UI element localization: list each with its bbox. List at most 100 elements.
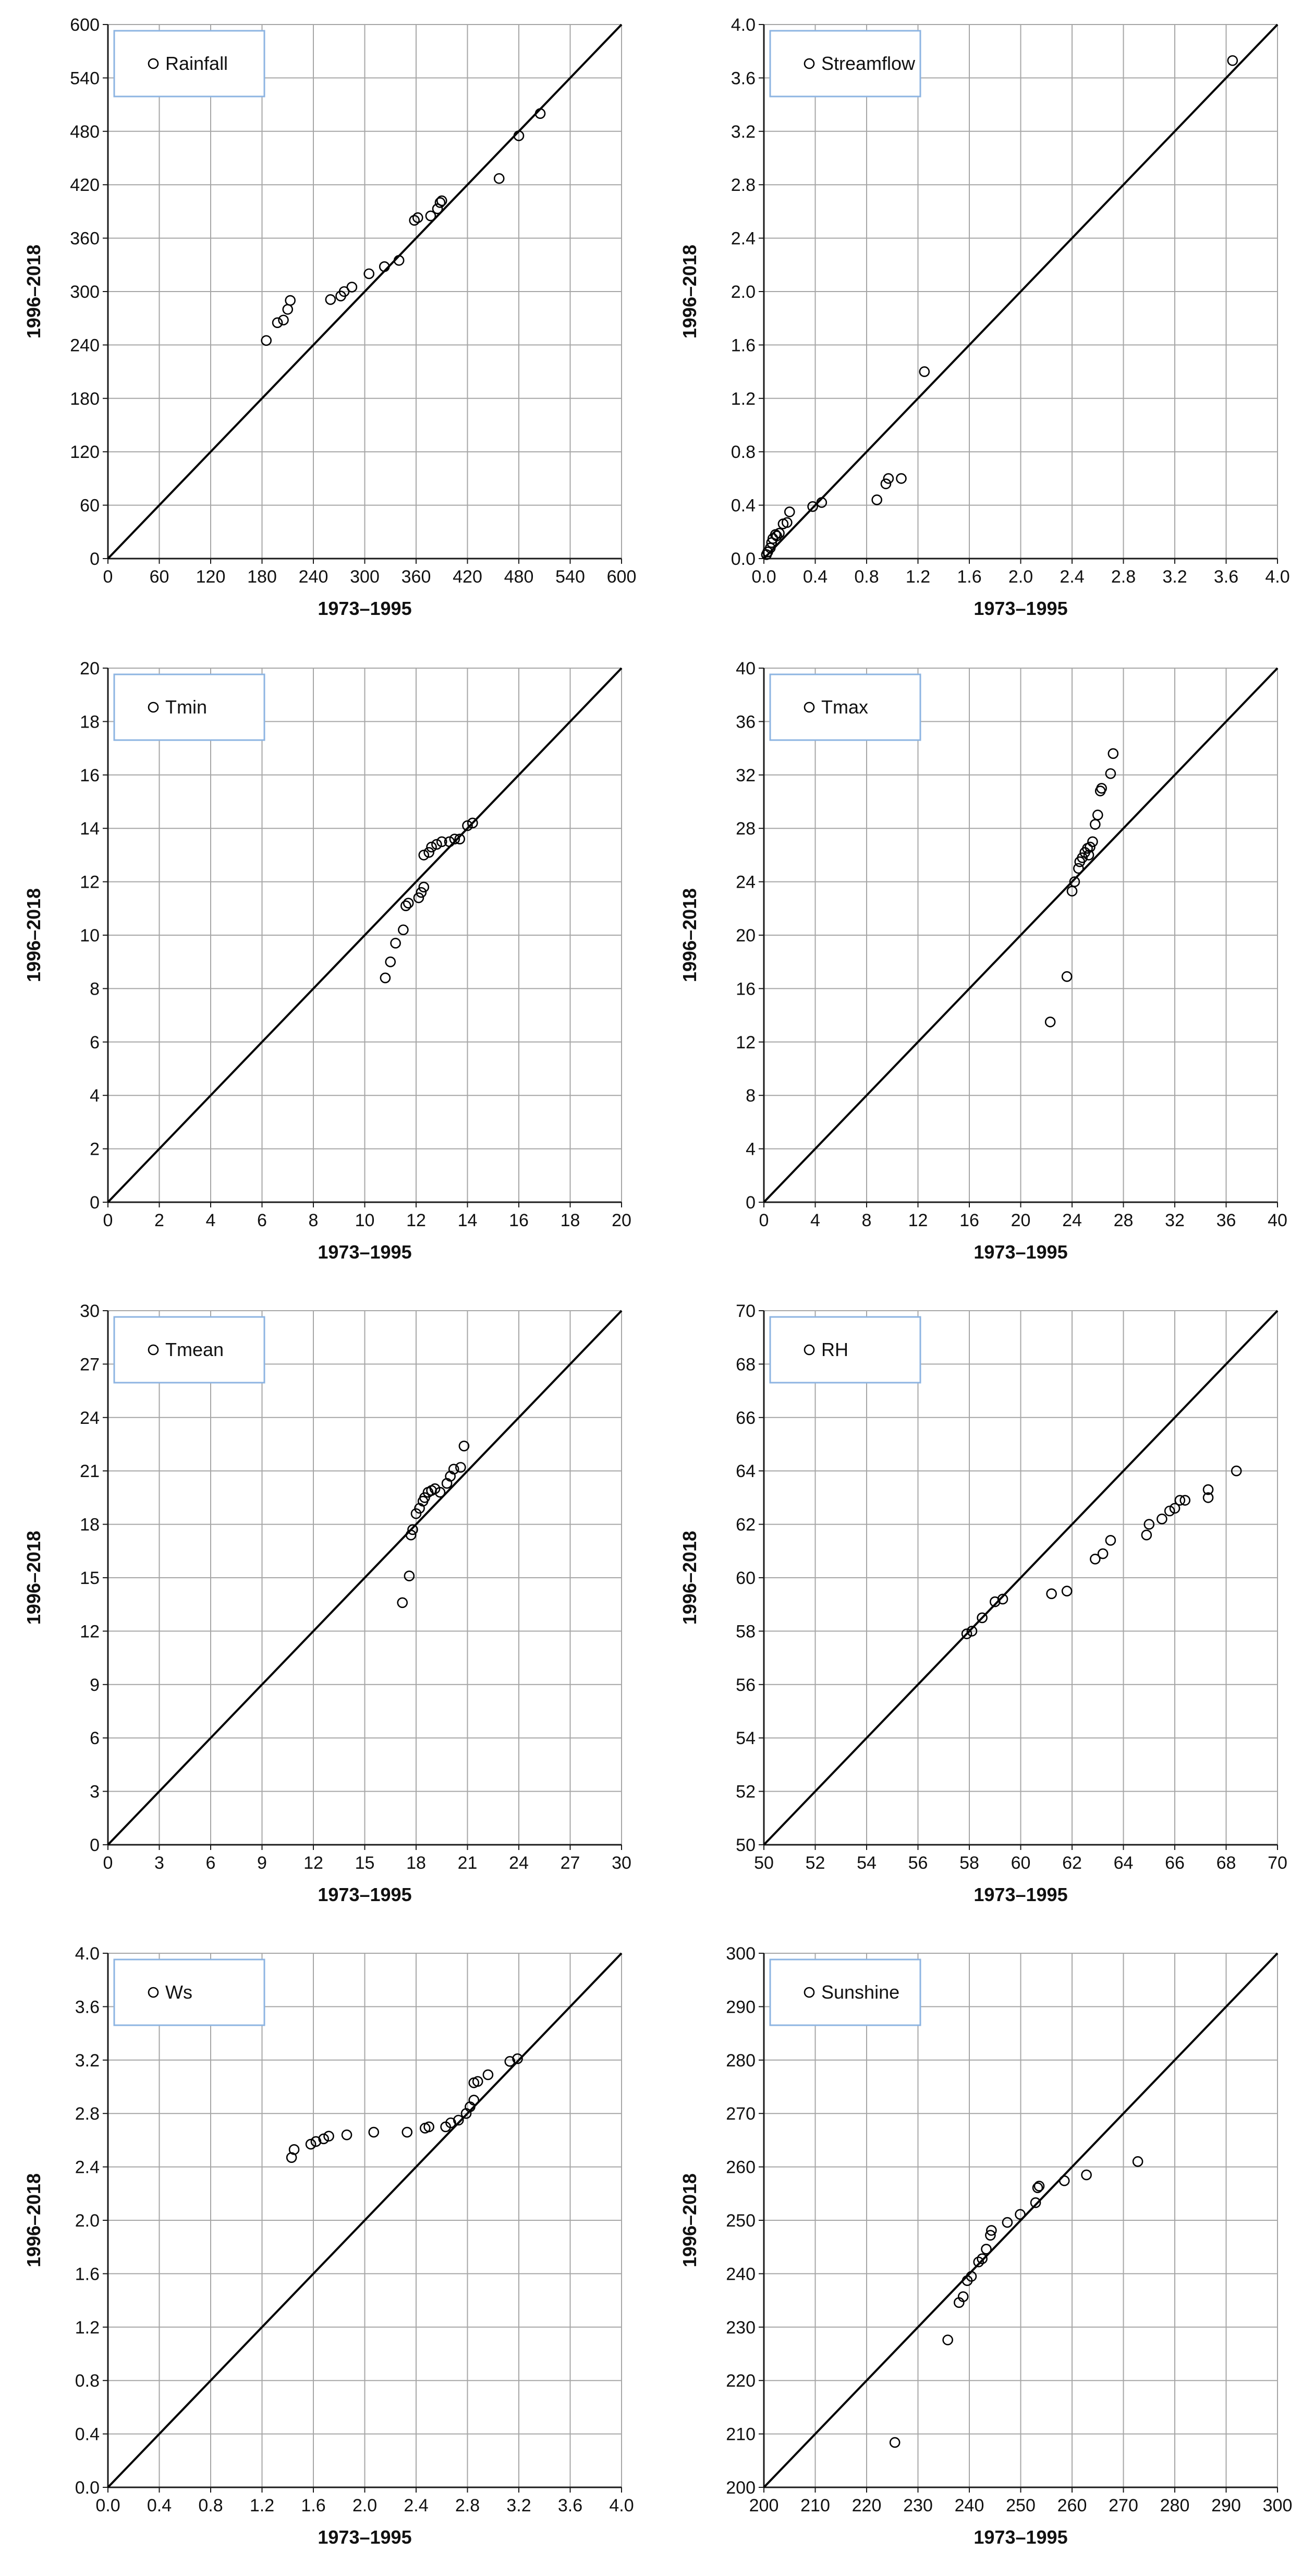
x-tick-label: 6: [257, 1211, 267, 1230]
data-point: [1141, 1529, 1152, 1541]
y-tick-label: 1.6: [731, 335, 756, 355]
data-point: [807, 501, 818, 512]
data-point: [782, 517, 793, 528]
data-point: [448, 1464, 459, 1475]
data-point: [390, 938, 401, 949]
x-tick-label: 12: [303, 1853, 323, 1873]
legend-label: Tmin: [165, 696, 207, 718]
y-tick-label: 0.4: [75, 2425, 100, 2445]
y-tick-label: 3.6: [75, 1997, 100, 2017]
data-point: [385, 956, 396, 967]
data-point: [1164, 1505, 1175, 1517]
data-point: [977, 1612, 988, 1624]
x-axis-title: 1973–1995: [318, 1241, 411, 1263]
x-axis-title: 1973–1995: [974, 1884, 1067, 1905]
data-point: [1061, 971, 1073, 982]
y-tick-label: 8: [90, 979, 100, 999]
data-point: [341, 2129, 352, 2140]
data-point: [409, 215, 420, 226]
y-tick-label: 14: [80, 819, 100, 839]
x-axis-title: 1973–1995: [318, 2526, 411, 2548]
y-tick-label: 4: [746, 1140, 756, 1159]
x-tick-label: 1.2: [250, 2496, 274, 2515]
y-tick-label: 240: [70, 335, 100, 355]
data-point: [346, 282, 358, 293]
y-tick-label: 2.0: [731, 282, 756, 302]
x-tick-label: 10: [355, 1211, 375, 1230]
y-tick-label: 70: [736, 1301, 756, 1321]
data-point: [418, 850, 430, 861]
x-tick-label: 0.4: [803, 567, 828, 587]
data-point: [1069, 876, 1080, 887]
x-tick-label: 64: [1114, 1853, 1134, 1873]
x-tick-label: 0.0: [95, 2496, 120, 2515]
data-point: [997, 1593, 1008, 1605]
data-point: [432, 203, 443, 214]
data-point: [318, 2133, 330, 2145]
y-tick-label: 16: [736, 979, 756, 999]
chart-tmin: 0 2 4 6 8 10 12 14 16 18 20 0 2 4 6 8 10 12 14 16 18 20 1973–1…: [23, 659, 631, 1263]
legend-marker: [148, 58, 159, 69]
x-tick-label: 66: [1165, 1853, 1185, 1873]
x-tick-label: 36: [1216, 1211, 1236, 1230]
y-tick-label: 270: [726, 2104, 756, 2124]
y-tick-label: 3.6: [731, 68, 756, 88]
data-point: [413, 892, 424, 903]
x-tick-label: 8: [862, 1211, 872, 1230]
x-tick-label: 2.8: [455, 2496, 480, 2515]
y-tick-label: 0.0: [731, 549, 756, 569]
x-tick-label: 68: [1216, 1853, 1236, 1873]
x-tick-label: 300: [350, 567, 380, 587]
data-point: [1077, 852, 1088, 863]
data-point: [380, 972, 391, 984]
x-tick-label: 2.8: [1111, 567, 1136, 587]
legend-box: [769, 1316, 921, 1384]
y-tick-label: 480: [70, 122, 100, 142]
chart-ws: 0.0 0.4 0.8 1.2 1.6 2.0 2.4 2.8 3.2 3.6 4.0 0.0 0.4 0…: [23, 1944, 634, 2548]
y-tick-label: 27: [80, 1354, 100, 1374]
y-tick-label: 1.2: [75, 2318, 100, 2338]
y-tick-label: 0: [90, 549, 100, 569]
y-tick-label: 2.8: [731, 175, 756, 195]
data-point: [449, 833, 460, 844]
y-tick-label: 8: [746, 1086, 756, 1106]
y-tick-label: 2.0: [75, 2211, 100, 2231]
x-tick-label: 21: [458, 1853, 478, 1873]
data-point: [1033, 2181, 1045, 2192]
data-point: [402, 2126, 413, 2138]
data-point: [407, 1524, 418, 1535]
data-point: [434, 197, 446, 208]
x-tick-label: 9: [257, 1853, 267, 1873]
x-tick-label: 1.6: [301, 2496, 325, 2515]
y-tick-label: 0.0: [75, 2478, 100, 2498]
y-axis-title: 1996–2018: [679, 888, 700, 982]
y-axis-title: 1996–2018: [23, 245, 44, 338]
y-tick-label: 2.8: [75, 2104, 100, 2124]
x-tick-label: 3.2: [1162, 567, 1187, 587]
data-point: [512, 2053, 523, 2064]
y-tick-label: 21: [80, 1461, 100, 1481]
legend-box: [113, 30, 265, 98]
x-tick-label: 120: [196, 567, 226, 587]
y-tick-label: 420: [70, 175, 100, 195]
legend-label: Rainfall: [165, 53, 228, 74]
x-tick-label: 14: [458, 1211, 478, 1230]
x-tick-label: 260: [1057, 2496, 1087, 2515]
y-tick-label: 15: [80, 1568, 100, 1588]
legend-label: RH: [821, 1339, 848, 1360]
x-tick-label: 270: [1109, 2496, 1138, 2515]
y-tick-label: 0: [746, 1193, 756, 1213]
x-tick-label: 20: [1011, 1211, 1031, 1230]
x-tick-label: 280: [1160, 2496, 1190, 2515]
data-point: [261, 335, 272, 346]
x-tick-label: 16: [509, 1211, 529, 1230]
data-point: [1090, 1553, 1101, 1565]
y-tick-label: 40: [736, 659, 756, 679]
y-tick-label: 10: [80, 926, 100, 946]
data-point: [431, 839, 442, 850]
y-axis-title: 1996–2018: [679, 1531, 700, 1625]
data-point: [1092, 809, 1103, 820]
x-tick-label: 180: [247, 567, 277, 587]
one-to-one-line: [107, 1310, 623, 1846]
data-point: [1202, 1492, 1214, 1503]
